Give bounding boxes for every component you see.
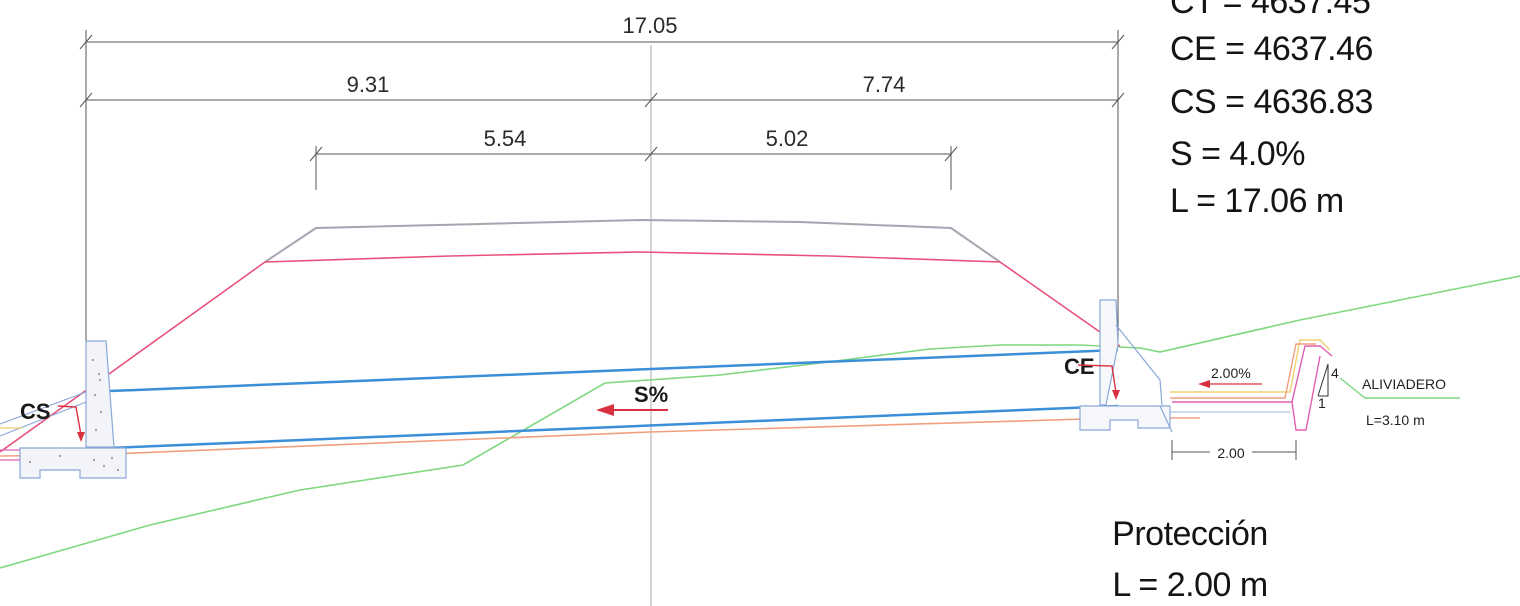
ce-label: CE: [1064, 354, 1095, 379]
left-channel-lines: [0, 427, 22, 461]
right-headwall: [1079, 299, 1173, 433]
dim-right-width-label: 7.74: [863, 72, 906, 97]
info-length: L = 17.06 m: [1170, 182, 1344, 220]
cs-pointer-arrow: [57, 405, 85, 442]
slope-ratio-horizontal: 1: [1318, 395, 1326, 411]
aliviadero-slope-arrow: [1198, 380, 1262, 388]
aliviadero-width-dimension: [1171, 440, 1297, 460]
embankment-top-line: [264, 218, 1001, 263]
cs-label: CS: [20, 399, 51, 424]
aliviadero-slope-label: 2.00%: [1211, 365, 1251, 381]
info-cs: CS = 4636.83: [1170, 83, 1373, 121]
invert-line: [0, 417, 1200, 457]
slope-ratio-mark: [1317, 363, 1329, 397]
pipe-top-line: [85, 348, 1119, 394]
info-ce: CE = 4637.46: [1170, 30, 1373, 68]
headwall-texture-dots: [29, 359, 119, 471]
info-slope: S = 4.0%: [1170, 135, 1305, 173]
ground-line-right-branch: [1339, 377, 1460, 399]
aliviadero-title: ALIVIADERO: [1362, 376, 1446, 392]
dimension-halves: [79, 92, 1125, 108]
slope-label: S%: [634, 382, 668, 407]
proteccion-title: Protección: [1112, 515, 1268, 553]
aliviadero-width-label: 2.00: [1217, 445, 1244, 461]
info-ct: CT = 4637.45: [1170, 0, 1370, 21]
pipe-bottom-line: [85, 404, 1119, 451]
dim-left-crown-label: 5.54: [484, 126, 527, 151]
slope-ratio-vertical: 4: [1331, 365, 1339, 381]
subgrade-line: [0, 251, 1121, 453]
dim-right-crown-label: 5.02: [766, 126, 809, 151]
aliviadero-length: L=3.10 m: [1366, 412, 1425, 428]
aliviadero-channel: [1170, 339, 1333, 431]
dim-total-label: 17.05: [622, 13, 677, 38]
ce-pointer-arrow: [1077, 364, 1120, 400]
dim-left-width-label: 9.31: [347, 72, 390, 97]
flow-direction-arrow: [596, 404, 668, 416]
dimension-crown: [309, 146, 958, 190]
left-headwall: [0, 340, 127, 479]
proteccion-length: L = 2.00 m: [1112, 566, 1267, 604]
ground-line: [0, 275, 1520, 569]
